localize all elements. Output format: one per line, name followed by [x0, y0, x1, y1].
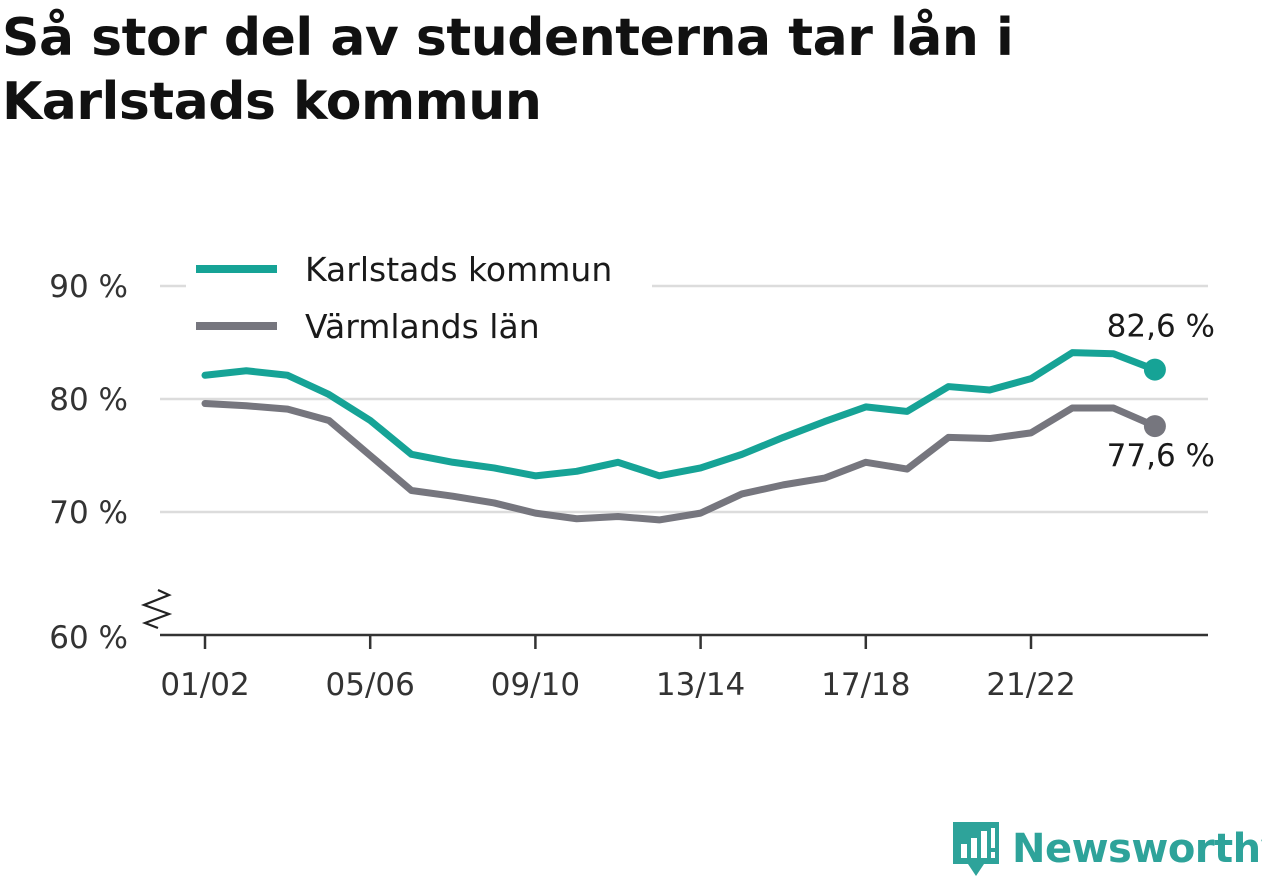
y-tick-label: 90 % [49, 269, 128, 305]
x-tick-label: 05/06 [326, 667, 415, 703]
newsworthy-logo-icon [953, 822, 999, 876]
brand-name: Newsworthy [1012, 826, 1262, 872]
y-tick-label: 70 % [49, 495, 128, 531]
series-line-1 [201, 349, 1159, 480]
legend-background [186, 246, 652, 354]
y-axis-ticks: 60 % 70 % 80 % 90 % [49, 269, 173, 656]
series-line-2 [201, 400, 1159, 524]
legend-label: Karlstads kommun [305, 250, 612, 289]
x-tick-label: 13/14 [656, 667, 745, 703]
brand-logo: Newsworthy [950, 818, 1262, 880]
end-point-marker [1143, 415, 1166, 438]
x-axis-ticks: 01/02 05/06 09/10 13/14 17/18 21/22 [160, 635, 1076, 703]
x-tick-label: 01/02 [160, 667, 249, 703]
end-value-label: 77,6 % [1107, 438, 1215, 474]
y-tick-label: 60 % [49, 620, 128, 656]
legend: Karlstads kommun Värmlands län [186, 246, 652, 354]
x-tick-label: 21/22 [986, 667, 1075, 703]
end-point-marker [1143, 358, 1166, 381]
end-value-label: 82,6 % [1107, 309, 1215, 345]
legend-label: Värmlands län [305, 307, 540, 346]
y-tick-label: 80 % [49, 382, 128, 418]
series-lines: 82,6 % 77,6 % [201, 306, 1218, 524]
x-tick-label: 17/18 [821, 667, 910, 703]
chart-title: Så stor del av studenterna tar lån i Kar… [2, 8, 1014, 132]
axis-break-icon [140, 588, 173, 630]
x-tick-label: 09/10 [491, 667, 580, 703]
